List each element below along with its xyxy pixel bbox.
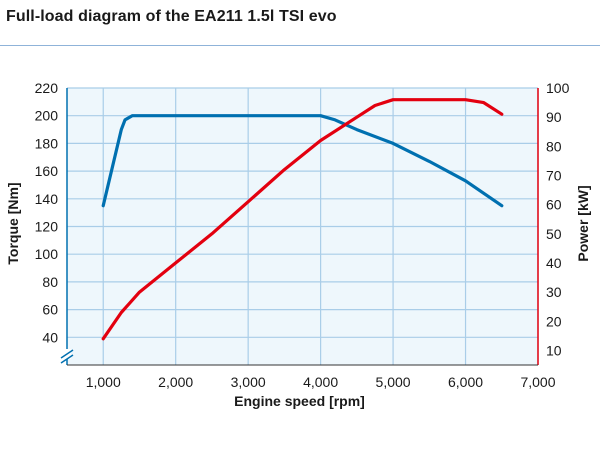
y-left-tick-label: 200 [35,108,59,124]
y-left-axis-label: Torque [Nm] [5,182,21,264]
y-left-tick-label: 60 [42,302,58,318]
x-tick-label: 2,000 [158,374,193,390]
x-tick-label: 5,000 [376,374,411,390]
title-divider [0,45,600,46]
y-left-tick-label: 100 [35,246,59,262]
y-left-tick-label: 180 [35,135,59,151]
y-left-tick-label: 160 [35,163,59,179]
y-right-tick-label: 80 [546,138,562,154]
y-right-axis-label: Power [kW] [575,185,591,261]
axis-break-mark [60,349,74,359]
y-left-tick-label: 140 [35,191,59,207]
y-left-tick-label: 220 [35,80,59,96]
x-tick-label: 7,000 [520,374,555,390]
x-tick-label: 6,000 [448,374,483,390]
y-right-tick-label: 20 [546,313,562,329]
y-left-tick-label: 80 [42,274,58,290]
axis-break-mark [60,354,74,364]
y-right-tick-label: 40 [546,255,562,271]
y-right-tick-label: 50 [546,226,562,242]
x-tick-label: 1,000 [86,374,121,390]
y-left-tick-label: 40 [42,329,58,345]
y-right-tick-label: 100 [546,80,570,96]
y-right-tick-label: 30 [546,284,562,300]
x-tick-label: 4,000 [303,374,338,390]
y-right-tick-label: 10 [546,342,562,358]
x-axis-label: Engine speed [rpm] [234,393,365,409]
y-right-tick-label: 60 [546,197,562,213]
chart-title: Full-load diagram of the EA211 1.5l TSI … [6,8,337,25]
y-left-tick-label: 120 [35,219,59,235]
x-tick-label: 3,000 [231,374,266,390]
y-right-tick-label: 70 [546,167,562,183]
power-curve [101,98,504,341]
torque-curve [101,114,504,208]
y-right-tick-label: 90 [546,109,562,125]
